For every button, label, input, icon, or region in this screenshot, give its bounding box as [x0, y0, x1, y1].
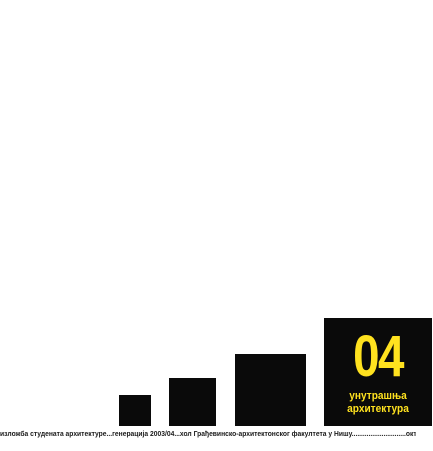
black-square-medium: [169, 378, 216, 426]
black-square-large: [235, 354, 306, 426]
badge-caption-line-1: унутрашња: [349, 390, 407, 402]
badge-number: 04: [353, 324, 404, 389]
badge-square: 04 унутрашња архитектура: [324, 318, 432, 426]
footer-text: изложба студената архитектуре...генераци…: [0, 431, 416, 438]
badge-caption: унутрашња архитектура: [328, 390, 427, 416]
badge-caption-line-2: архитектура: [347, 403, 409, 415]
black-square-small: [119, 395, 151, 426]
